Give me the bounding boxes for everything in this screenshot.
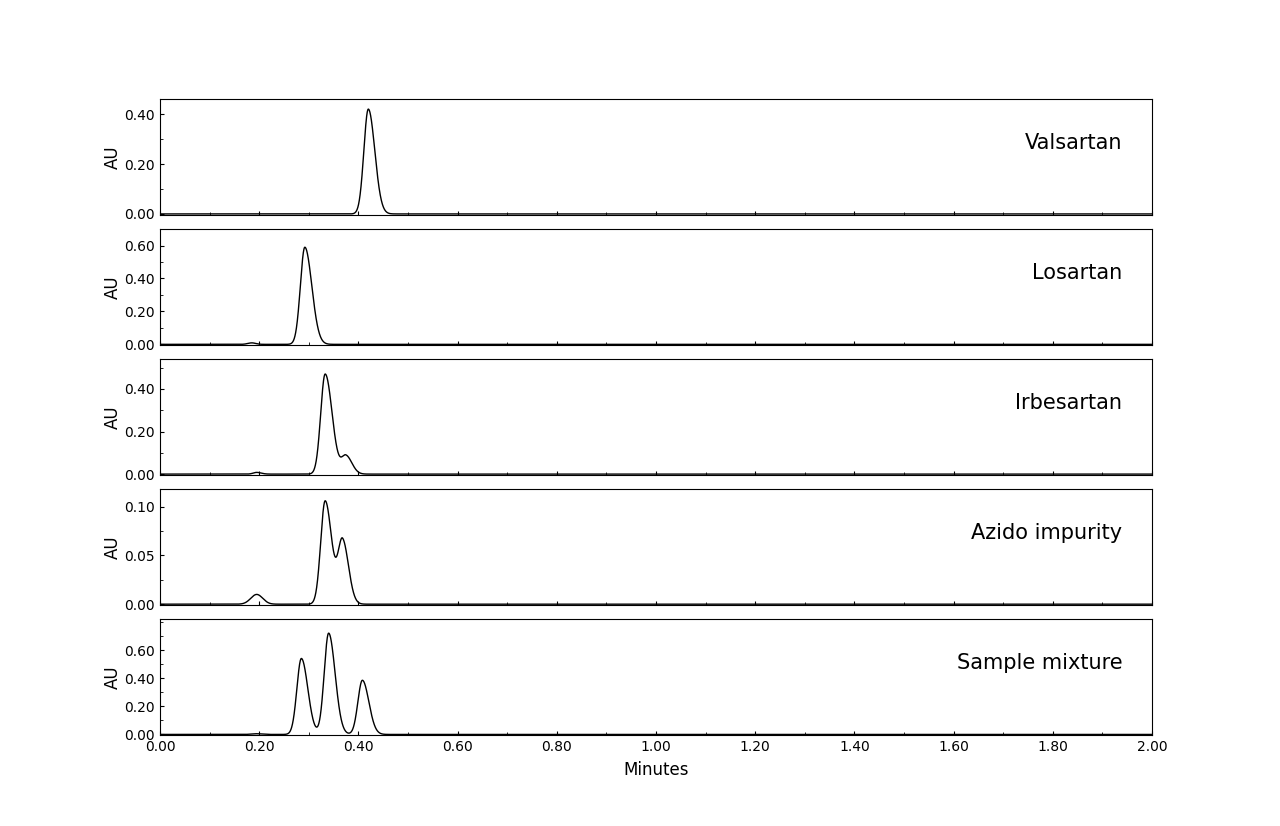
Text: Valsartan: Valsartan <box>1025 133 1123 154</box>
Text: Irbesartan: Irbesartan <box>1015 393 1123 413</box>
X-axis label: Minutes: Minutes <box>623 761 689 779</box>
Text: Sample mixture: Sample mixture <box>956 653 1123 673</box>
Y-axis label: AU: AU <box>104 145 122 169</box>
Text: Losartan: Losartan <box>1032 263 1123 283</box>
Y-axis label: AU: AU <box>104 406 122 429</box>
Text: Azido impurity: Azido impurity <box>972 523 1123 544</box>
Y-axis label: AU: AU <box>104 535 122 559</box>
Y-axis label: AU: AU <box>104 275 122 299</box>
Y-axis label: AU: AU <box>104 665 122 689</box>
